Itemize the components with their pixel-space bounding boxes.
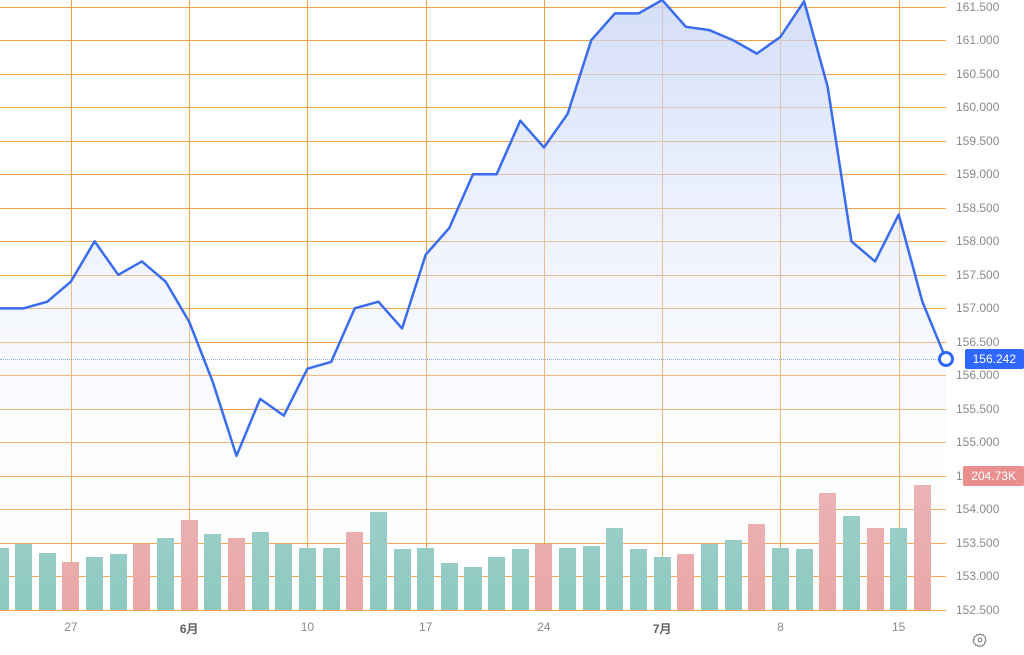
- x-axis-label: 10: [301, 620, 314, 634]
- x-axis-label: 15: [892, 620, 905, 634]
- volume-bar: [630, 549, 647, 610]
- volume-bar: [86, 557, 103, 610]
- x-axis-label: 27: [64, 620, 77, 634]
- volume-bar: [464, 567, 481, 610]
- y-axis-label: 155.500: [956, 402, 999, 416]
- volume-bar: [299, 548, 316, 610]
- y-axis-label: 153.500: [956, 536, 999, 550]
- y-axis-label: 159.500: [956, 134, 999, 148]
- y-axis-label: 153.000: [956, 569, 999, 583]
- volume-bar: [157, 538, 174, 610]
- volume-bar: [796, 549, 813, 610]
- volume-bar: [890, 528, 907, 610]
- volume-bar: [62, 562, 79, 610]
- y-axis-label: 156.500: [956, 335, 999, 349]
- y-axis-label: 154.000: [956, 502, 999, 516]
- volume-bar: [394, 549, 411, 610]
- y-axis-label: 160.000: [956, 100, 999, 114]
- volume-bar: [559, 548, 576, 610]
- volume-bar: [677, 554, 694, 610]
- current-volume-badge: 204.73K: [963, 466, 1024, 486]
- y-axis-label: 158.500: [956, 201, 999, 215]
- y-axis-label: 157.500: [956, 268, 999, 282]
- volume-bar: [512, 549, 529, 610]
- volume-bar: [346, 532, 363, 610]
- volume-bar: [0, 548, 9, 610]
- volume-bar: [417, 548, 434, 610]
- volume-bar: [110, 554, 127, 610]
- price-axis: 152.500153.000153.500154.000154.500155.0…: [946, 0, 1024, 655]
- stock-chart[interactable]: 152.500153.000153.500154.000154.500155.0…: [0, 0, 1024, 655]
- volume-bar: [275, 544, 292, 610]
- y-axis-label: 157.000: [956, 301, 999, 315]
- y-axis-label: 161.000: [956, 33, 999, 47]
- volume-bar: [606, 528, 623, 610]
- y-axis-label: 159.000: [956, 167, 999, 181]
- time-axis: 27 6月 10 17 24 7月 8 15: [0, 610, 946, 655]
- volume-bar: [535, 544, 552, 610]
- volume-bar: [252, 532, 269, 610]
- current-price-value: 156.242: [973, 352, 1016, 366]
- x-axis-label: 24: [537, 620, 550, 634]
- volume-bar: [654, 557, 671, 610]
- x-axis-label: 7月: [653, 620, 672, 637]
- volume-bar: [228, 538, 245, 610]
- volume-bar: [867, 528, 884, 610]
- gear-icon[interactable]: [972, 632, 988, 648]
- volume-bar: [323, 548, 340, 610]
- volume-bar: [133, 544, 150, 610]
- volume-bar: [914, 485, 931, 610]
- volume-bar: [725, 540, 742, 610]
- volume-bar: [39, 553, 56, 610]
- current-price-badge: 156.242: [965, 349, 1024, 369]
- volume-bar: [441, 563, 458, 610]
- volume-bar: [204, 534, 221, 610]
- y-axis-label: 152.500: [956, 603, 999, 617]
- x-axis-label: 8: [777, 620, 784, 634]
- plot-area[interactable]: [0, 0, 946, 610]
- current-volume-value: 204.73K: [971, 469, 1016, 483]
- y-axis-label: 155.000: [956, 435, 999, 449]
- volume-bar: [772, 548, 789, 610]
- volume-bar: [15, 544, 32, 610]
- volume-bar: [843, 516, 860, 610]
- current-price-line: [0, 359, 946, 360]
- volume-bar: [181, 520, 198, 610]
- volume-bar: [819, 493, 836, 610]
- y-axis-label: 158.000: [956, 234, 999, 248]
- x-axis-label: 17: [419, 620, 432, 634]
- volume-bar: [748, 524, 765, 610]
- y-axis-label: 156.000: [956, 368, 999, 382]
- volume-bars: [0, 0, 946, 610]
- volume-bar: [370, 512, 387, 610]
- volume-bar: [583, 546, 600, 610]
- x-axis-label: 6月: [180, 620, 199, 637]
- y-axis-label: 161.500: [956, 0, 999, 14]
- volume-bar: [488, 557, 505, 610]
- y-axis-label: 160.500: [956, 67, 999, 81]
- volume-bar: [701, 544, 718, 610]
- price-line-series: [0, 0, 946, 610]
